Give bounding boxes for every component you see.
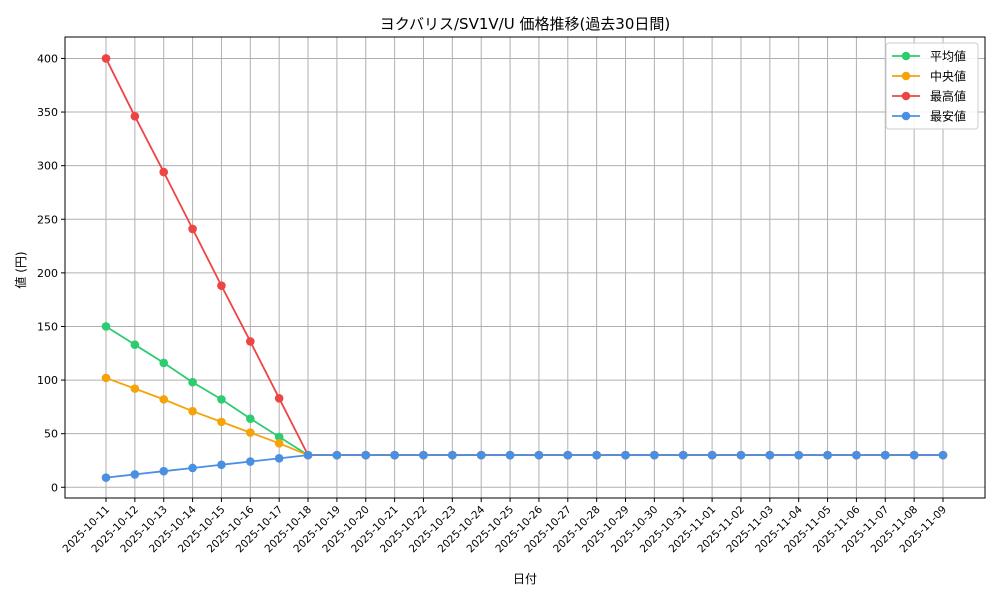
chart-title: ヨクバリス/SV1V/U 価格推移(過去30日間) [380,15,670,33]
data-point [650,450,659,460]
data-point [188,377,197,387]
data-point [159,358,169,368]
data-point [130,112,140,121]
data-point [707,450,717,460]
data-point [678,450,688,460]
data-point [188,224,197,234]
data-point [188,463,197,473]
data-point [130,384,140,393]
data-point [101,373,111,383]
y-tick-label: 350 [37,106,58,119]
data-point [390,450,399,460]
y-tick-label: 100 [37,374,58,387]
legend-swatch-marker [901,51,911,61]
legend-label: 最安値 [930,109,966,124]
x-axis-label: 日付 [513,572,537,586]
plot-frame [64,36,986,499]
series-line [105,58,943,457]
data-point [274,439,284,448]
data-point [217,460,226,470]
data-point [938,450,948,460]
legend-box [885,42,979,130]
data-point [188,406,197,416]
data-point [332,450,342,460]
data-point [823,450,832,460]
series-2 [101,373,948,460]
y-tick-label: 200 [37,267,58,280]
data-point [592,450,601,460]
data-point [217,395,226,404]
data-point [794,450,803,460]
data-point [880,450,890,460]
data-point [101,473,111,482]
series-line [105,325,943,457]
data-point [274,393,284,403]
data-point [274,432,284,442]
y-tick-label: 300 [37,160,58,173]
series-3 [101,54,948,460]
series-group [101,54,948,482]
y-axis: 0 50 100 150 200 250 300 350 400 [37,52,65,494]
x-axis: 2025-10-112025-10-122025-10-132025-10-14… [60,498,949,555]
data-point [448,450,457,460]
data-point [159,466,169,476]
data-point [621,450,630,460]
data-point [217,417,226,427]
series-4 [101,450,948,482]
legend-label: 中央値 [930,69,966,84]
y-tick-label: 0 [51,481,58,494]
legend-label: 最高値 [930,89,966,104]
y-tick-label: 150 [37,320,58,333]
data-point [534,450,544,460]
legend-swatch-marker [901,91,911,101]
data-point [563,450,573,460]
data-point [159,395,169,404]
data-point [303,450,313,460]
legend-label: 平均値 [930,49,966,64]
data-point [505,450,515,460]
legend-swatch-marker [901,111,911,121]
legend-item: 最安値 [892,109,966,124]
y-tick-label: 50 [44,428,58,441]
y-tick-label: 400 [37,52,58,65]
data-point [852,450,861,460]
grid-lines [65,37,985,498]
legend-item: 最高値 [892,89,966,104]
data-point [736,450,746,460]
data-point [361,450,371,460]
data-point [765,450,775,460]
data-point [246,457,255,466]
data-point [246,414,255,423]
data-point [101,322,111,331]
data-point [909,450,919,460]
series-line [105,454,943,479]
data-point [101,54,111,63]
data-point [419,450,428,460]
legend-item: 平均値 [892,49,966,64]
data-point [217,281,226,291]
data-point [130,470,140,479]
series-line [105,377,943,457]
series-1 [101,322,948,460]
legend-item: 中央値 [892,69,966,84]
y-tick-label: 250 [37,213,58,226]
legend-swatch-marker [901,71,911,81]
data-point [246,428,255,437]
data-point [476,450,486,460]
data-point [274,454,284,463]
y-axis-label: 値 (円) [13,251,28,288]
data-point [130,340,140,349]
data-point [246,337,255,346]
data-point [159,167,169,177]
